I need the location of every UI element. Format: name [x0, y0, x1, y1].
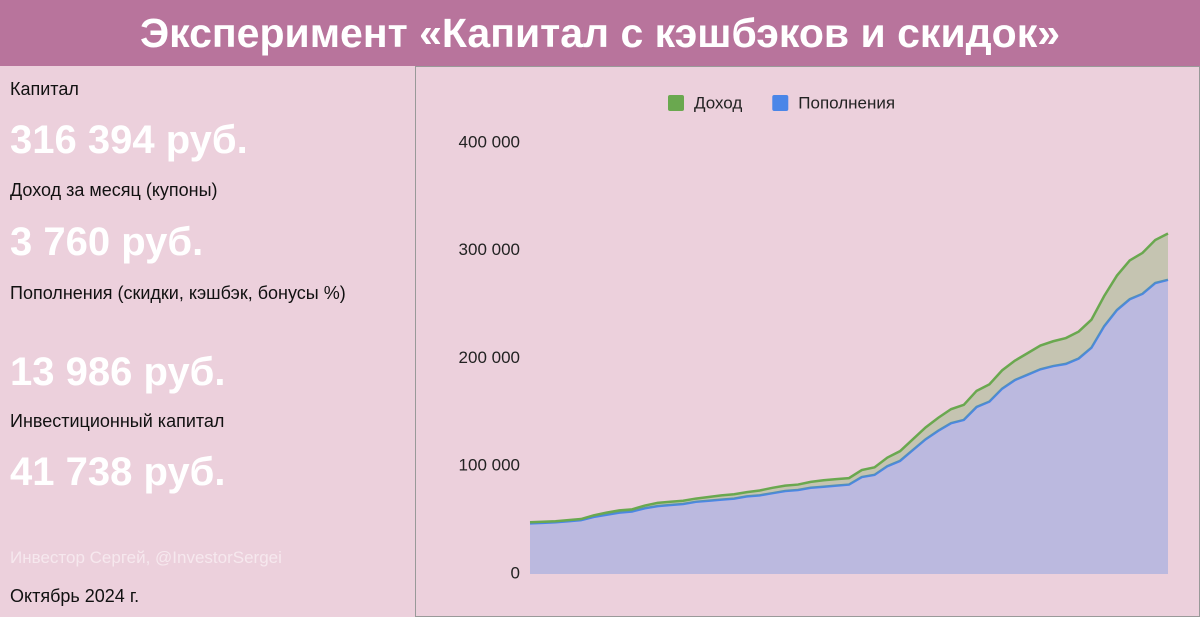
metric-value: 13 986 руб.	[10, 350, 226, 394]
date: Октябрь 2024 г.	[10, 586, 140, 606]
author: Инвестор Сергей, @InvestorSergei	[10, 548, 282, 567]
chart: 0 100 000 200 000 300 000 400 000 Доход Пополн…	[415, 66, 1200, 617]
y-tick-label: 400 000	[459, 132, 520, 151]
y-tick-label: 200 000	[459, 348, 520, 367]
y-tick-label: 100 000	[459, 456, 520, 475]
title: Эксперимент «Капитал с кэшбэков и скидок…	[0, 0, 1200, 66]
metric-value: 3 760 руб.	[10, 220, 204, 264]
series-line	[529, 278, 1169, 525]
legend-swatch	[772, 95, 789, 111]
metric-label: Доход за месяц (купоны)	[10, 180, 218, 200]
metric-value: 316 394 руб.	[10, 118, 248, 162]
y-tick-label: 300 000	[459, 240, 520, 259]
legend-swatch	[668, 95, 684, 111]
series-line	[529, 232, 1169, 524]
metric-value: 41 738 руб.	[10, 450, 226, 494]
metric-label: Пополнения (скидки, кэшбэк, бонусы %)	[10, 283, 346, 303]
legend-label: Пополнения	[798, 93, 895, 112]
chart-frame	[415, 66, 1200, 617]
area	[530, 279, 1168, 574]
metric-label: Инвестиционный капитал	[10, 411, 225, 431]
y-tick-label: 0	[511, 563, 520, 582]
metric-label: Капитал	[10, 79, 79, 99]
legend-label: Доход	[694, 93, 742, 112]
